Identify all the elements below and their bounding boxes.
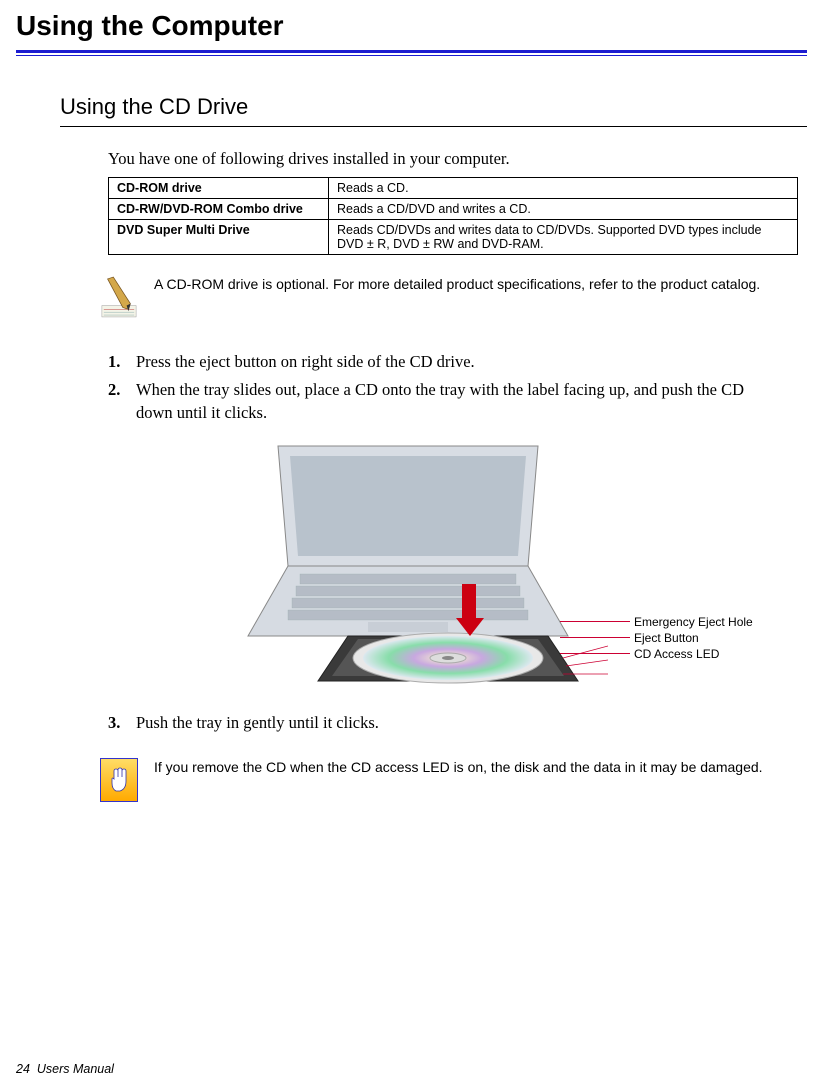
- step-item: 1. Press the eject button on right side …: [108, 351, 775, 373]
- page-title: Using the Computer: [0, 0, 815, 50]
- intro-text: You have one of following drives install…: [0, 127, 815, 177]
- caution-block: If you remove the CD when the CD access …: [0, 740, 815, 802]
- step-item: 3. Push the tray in gently until it clic…: [108, 712, 775, 734]
- step-number: 1.: [108, 351, 136, 373]
- caution-hand-icon: [100, 758, 138, 802]
- step-text: Push the tray in gently until it clicks.: [136, 712, 775, 734]
- note-text: A CD-ROM drive is optional. For more det…: [154, 275, 760, 294]
- callout-leader-line: [560, 621, 630, 622]
- title-underline-thick: [16, 50, 807, 53]
- callout-label: Eject Button: [634, 631, 699, 645]
- step-text: When the tray slides out, place a CD ont…: [136, 379, 775, 424]
- step-text: Press the eject button on right side of …: [136, 351, 775, 373]
- drive-table: CD-ROM drive Reads a CD. CD-RW/DVD-ROM C…: [108, 177, 798, 255]
- laptop-figure-block: Emergency Eject Hole Eject Button CD Acc…: [0, 430, 815, 696]
- callout-label: CD Access LED: [634, 647, 719, 661]
- steps-list: 1. Press the eject button on right side …: [0, 319, 815, 424]
- drive-name-cell: DVD Super Multi Drive: [109, 220, 329, 255]
- laptop-illustration: [208, 436, 608, 696]
- drive-name-cell: CD-RW/DVD-ROM Combo drive: [109, 199, 329, 220]
- note-block: A CD-ROM drive is optional. For more det…: [0, 255, 815, 319]
- callout-leader-line: [560, 637, 630, 638]
- section-title: Using the CD Drive: [0, 56, 815, 124]
- page-footer: 24 Users Manual: [16, 1062, 114, 1076]
- table-row: DVD Super Multi Drive Reads CD/DVDs and …: [109, 220, 798, 255]
- callout-item: Eject Button: [560, 631, 753, 645]
- drive-desc-cell: Reads a CD/DVD and writes a CD.: [329, 199, 798, 220]
- step-item: 2. When the tray slides out, place a CD …: [108, 379, 775, 424]
- step-number: 2.: [108, 379, 136, 424]
- callout-item: CD Access LED: [560, 647, 753, 661]
- pencil-note-icon: [100, 275, 138, 319]
- callout-item: Emergency Eject Hole: [560, 615, 753, 629]
- table-row: CD-RW/DVD-ROM Combo drive Reads a CD/DVD…: [109, 199, 798, 220]
- step3-block: 3. Push the tray in gently until it clic…: [0, 696, 815, 734]
- drive-name-cell: CD-ROM drive: [109, 178, 329, 199]
- table-row: CD-ROM drive Reads a CD.: [109, 178, 798, 199]
- callout-label: Emergency Eject Hole: [634, 615, 753, 629]
- step-number: 3.: [108, 712, 136, 734]
- callout-leader-line: [560, 653, 630, 654]
- figure-callouts: Emergency Eject Hole Eject Button CD Acc…: [560, 615, 753, 663]
- drive-desc-cell: Reads CD/DVDs and writes data to CD/DVDs…: [329, 220, 798, 255]
- caution-text: If you remove the CD when the CD access …: [154, 758, 763, 777]
- drive-desc-cell: Reads a CD.: [329, 178, 798, 199]
